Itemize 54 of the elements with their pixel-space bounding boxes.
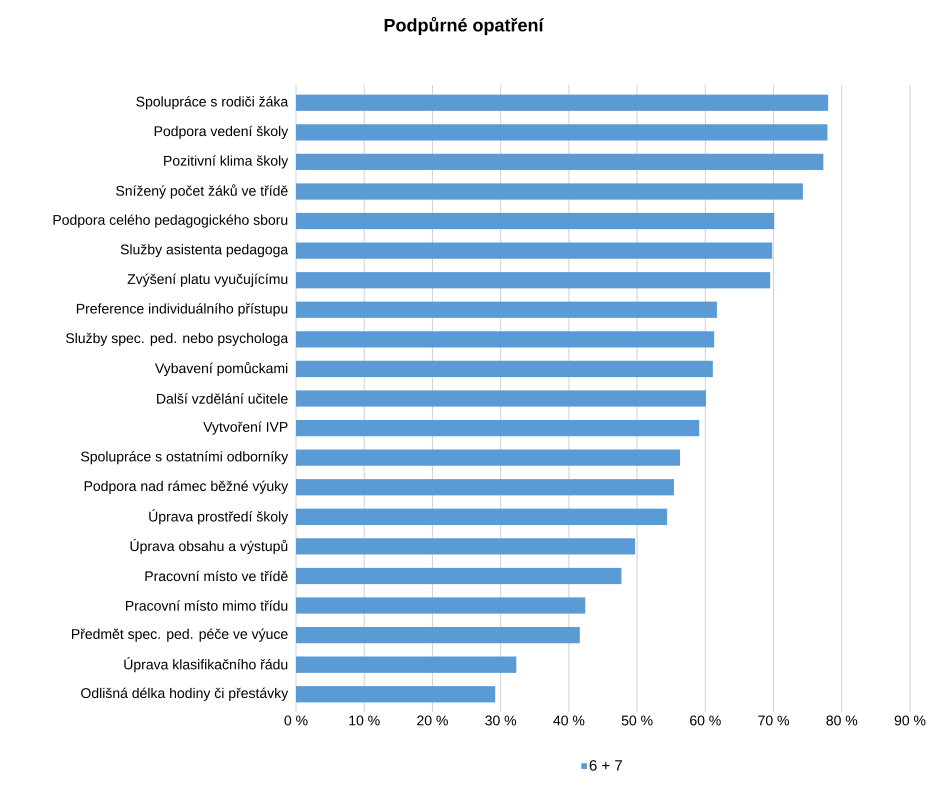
y-tick-label: Pracovní místo mimo třídu: [126, 600, 288, 611]
bar: [296, 331, 714, 348]
y-tick-label: Služby spec. ped. nebo psychologa: [66, 332, 288, 346]
bar: [296, 656, 516, 673]
bar: [296, 154, 824, 170]
bar: [296, 597, 586, 614]
y-tick-label: Úprava prostředí školy: [149, 509, 288, 524]
y-tick-label: Pracovní místo ve třídě: [145, 570, 288, 582]
y-tick-label: Další vzdělání učitele: [157, 393, 288, 404]
bar: [296, 272, 770, 288]
bar: [296, 508, 668, 525]
y-tick-label: Spolupráce s rodiči žáka: [136, 96, 288, 110]
x-tick-label: 40 %: [553, 716, 584, 726]
y-tick-label: Snížený počet žáků ve třídě: [116, 184, 288, 199]
y-tick-label: Odlišná délka hodiny či přestávky: [81, 688, 288, 701]
y-tick-label: Zvýšení platu vyučujícímu: [128, 274, 288, 287]
bar: [296, 183, 803, 200]
bar: [296, 479, 674, 496]
bar: [296, 686, 496, 702]
bar: [296, 420, 700, 436]
chart-title: Podpůrné opatření: [384, 16, 544, 36]
x-tick-label: 90 %: [894, 716, 926, 726]
bar: [296, 360, 713, 378]
y-tick-label: Vytvoření IVP: [203, 421, 288, 435]
bar: [296, 538, 636, 555]
bar: [296, 302, 717, 318]
bar: [296, 568, 622, 584]
legend-label: 6 + 7: [590, 760, 622, 771]
bar: [296, 390, 706, 407]
x-tick-label: 20 %: [417, 716, 448, 726]
x-tick-label: 50 %: [622, 716, 653, 726]
x-tick-label: 10 %: [349, 716, 380, 726]
y-tick-label: Podpora celého pedagogického sboru: [54, 214, 288, 228]
x-tick-label: 0 %: [284, 716, 308, 726]
y-tick-label: Spolupráce s ostatními odborníky: [81, 451, 288, 464]
bar: [296, 450, 680, 466]
x-tick-label: 80 %: [826, 716, 858, 726]
y-tick-label: Služby asistenta pedagoga: [120, 244, 288, 258]
y-tick-label: Předmět spec. ped. péče ve výuce: [72, 628, 288, 642]
bar: [296, 212, 774, 230]
y-tick-label: Preference individuálního přístupu: [76, 303, 288, 316]
y-tick-label: Podpora nad rámec běžné výuky: [84, 480, 288, 494]
bar: [296, 626, 580, 644]
x-tick-label: 30 %: [485, 716, 516, 726]
y-tick-label: Pozitivní klima školy: [164, 155, 288, 169]
x-tick-label: 60 %: [690, 716, 721, 726]
bar: [296, 94, 828, 111]
bar: [296, 124, 828, 140]
x-tick-label: 70 %: [758, 716, 789, 726]
bar: [296, 242, 772, 259]
y-tick-label: Úprava obsahu a výstupů: [130, 538, 288, 554]
y-tick-label: Vybavení pomůckami: [154, 362, 288, 376]
y-tick-label: Úprava klasifikačního řádu: [124, 657, 288, 672]
y-tick-label: Podpora vedení školy: [154, 126, 288, 139]
